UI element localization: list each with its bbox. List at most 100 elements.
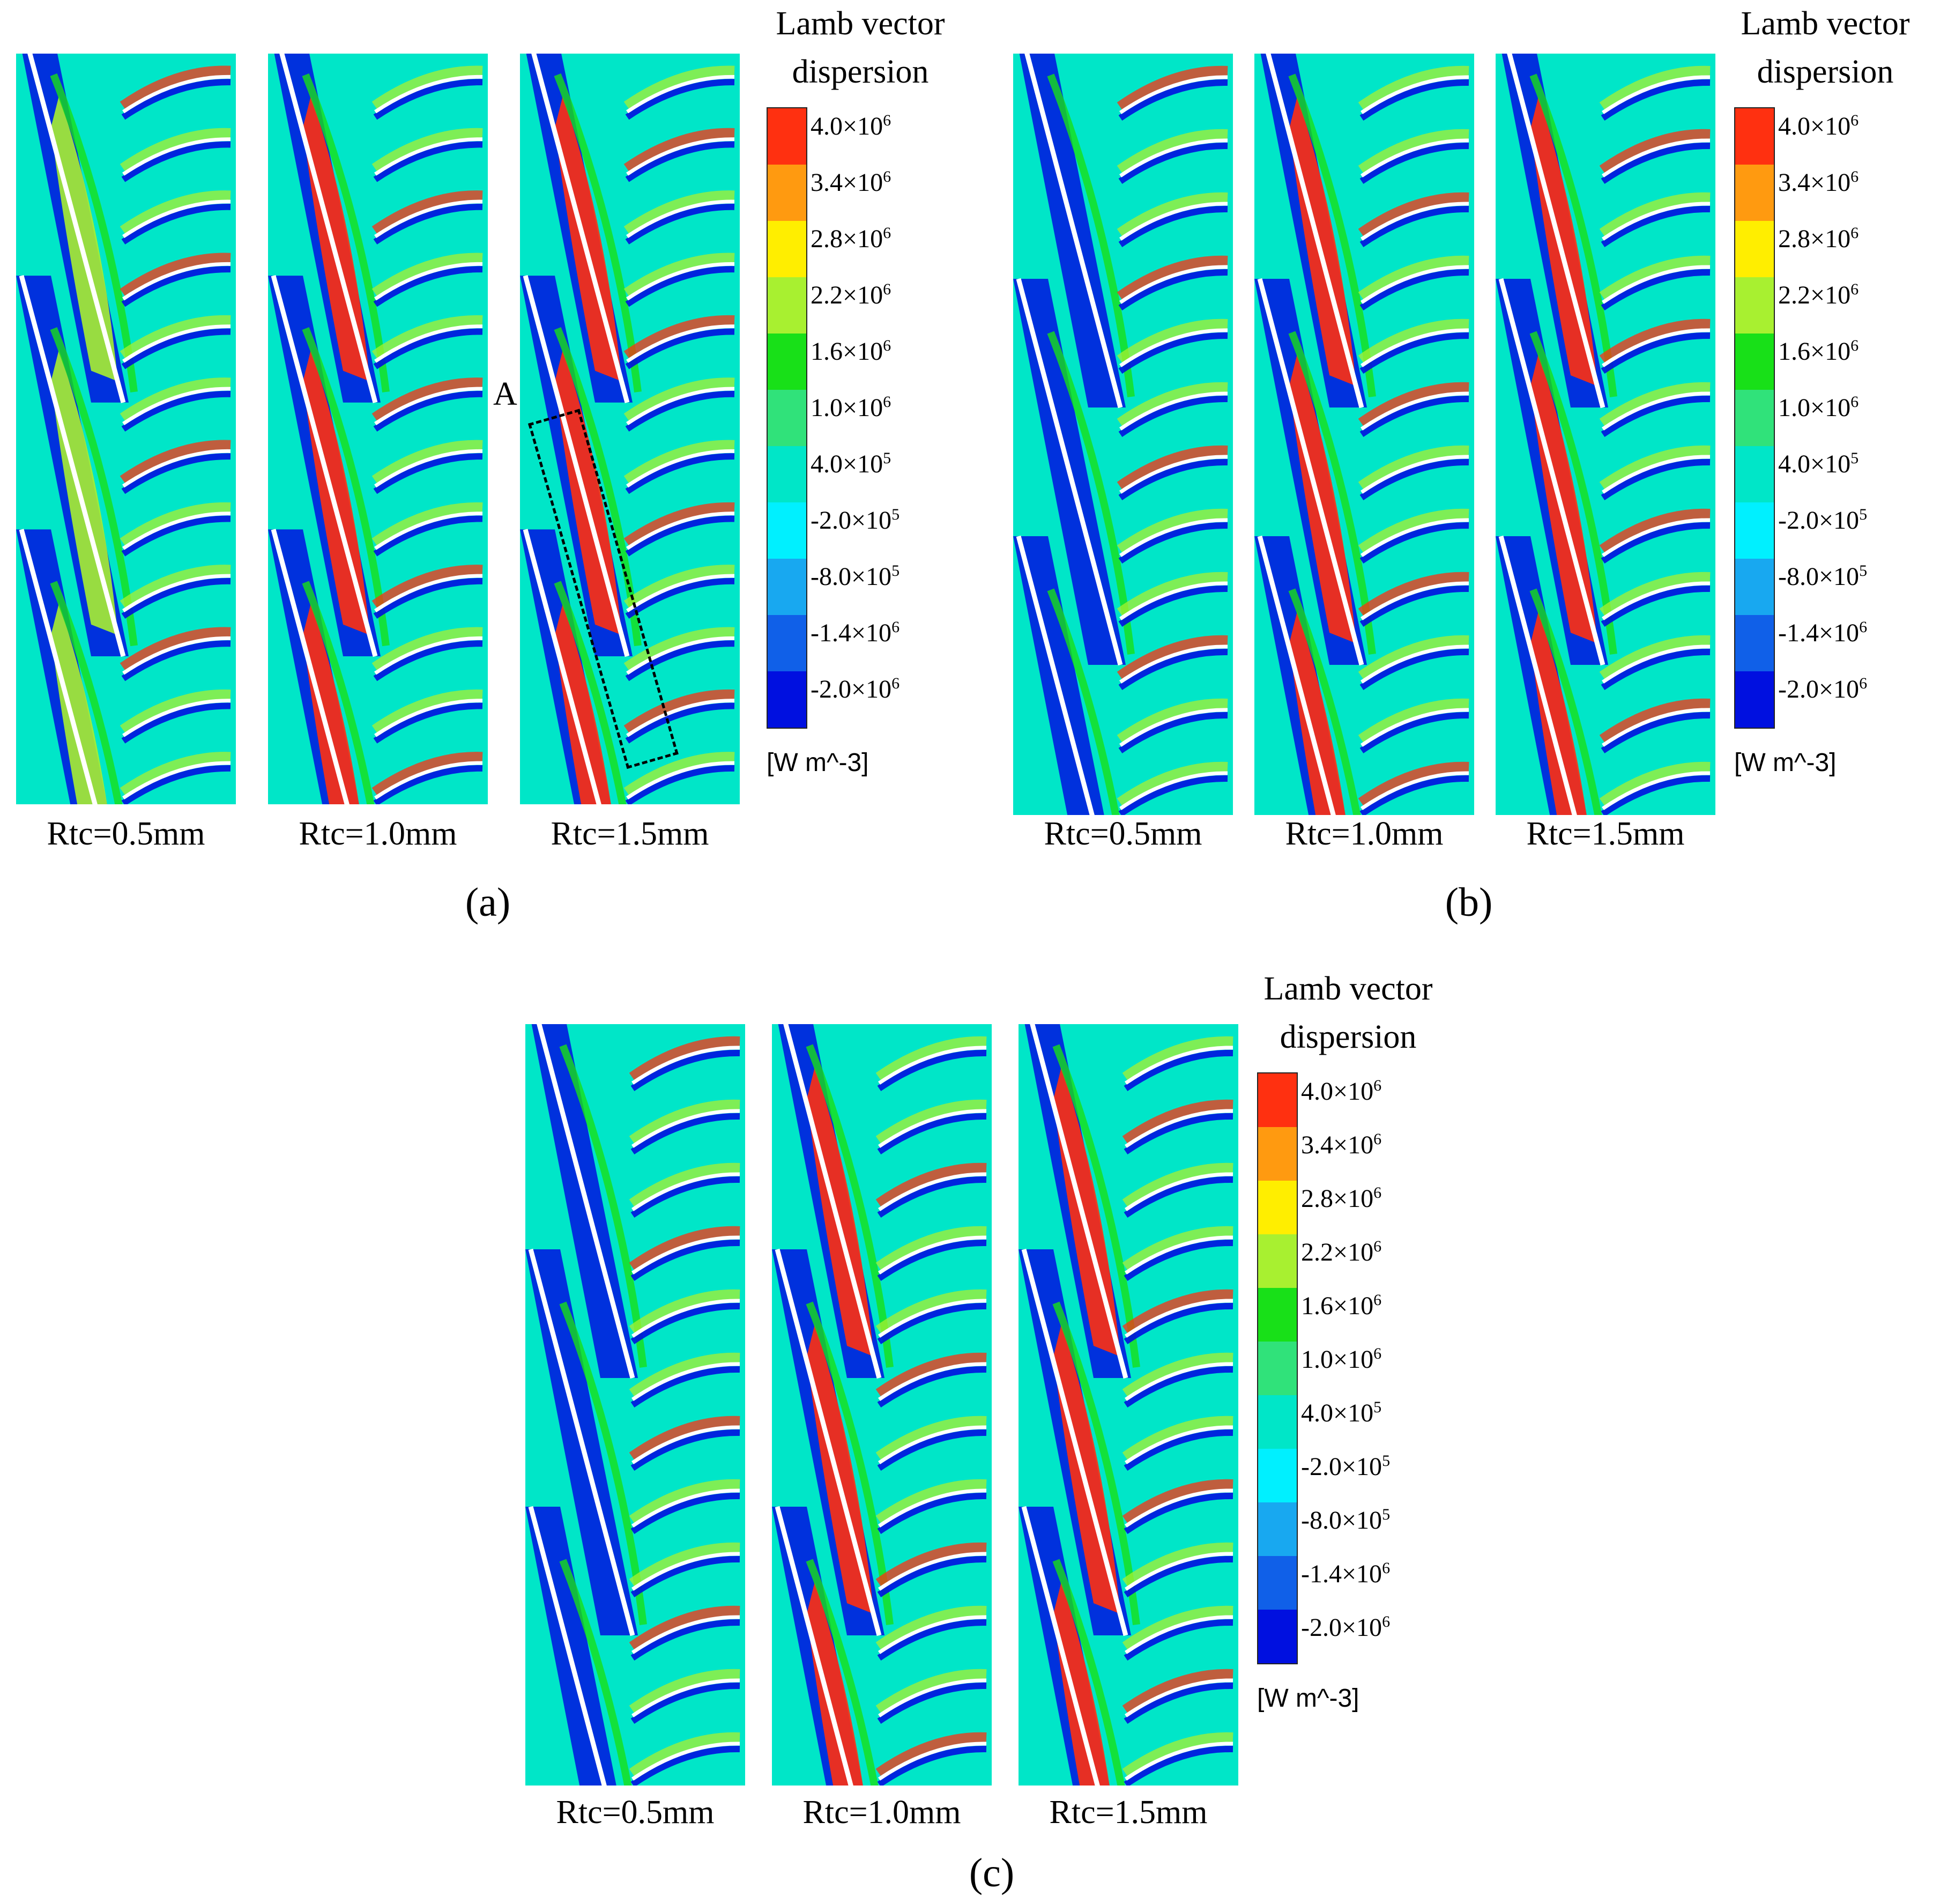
rotor-blade bbox=[1125, 1046, 1233, 1085]
legend-swatch bbox=[768, 390, 806, 446]
rotor-wake-low bbox=[1124, 1619, 1233, 1661]
rotor-wake-high bbox=[1122, 1162, 1233, 1210]
rotor-wake-low bbox=[877, 1492, 987, 1534]
rotor-wake-low bbox=[1124, 1113, 1233, 1154]
vortex-high-region bbox=[807, 1067, 874, 1357]
region-a-label: A bbox=[493, 376, 517, 412]
rotor-wake-low bbox=[1118, 775, 1228, 815]
rotor-wake-high bbox=[120, 315, 231, 361]
legend-tick-label: -2.0×105 bbox=[1778, 506, 1868, 535]
legend-swatch bbox=[1735, 446, 1774, 502]
rotor-wake-high bbox=[120, 689, 231, 735]
legend-tick-label: 2.2×106 bbox=[811, 280, 891, 309]
vortex-shell bbox=[1288, 588, 1361, 815]
contour-field bbox=[268, 54, 488, 804]
contour-field bbox=[520, 54, 740, 804]
legend-color-bar bbox=[767, 107, 807, 729]
legend-tick-label: 2.8×106 bbox=[1778, 224, 1859, 253]
rotor-wake-low bbox=[373, 328, 483, 369]
rotor-blade bbox=[374, 137, 483, 176]
legend-tick-label: 1.6×106 bbox=[1778, 337, 1859, 366]
rotor-wake-high bbox=[1599, 382, 1711, 429]
rotor-wake-low bbox=[373, 515, 483, 557]
rotor-wake-low bbox=[121, 141, 231, 182]
rotor-wake-high bbox=[1358, 572, 1469, 619]
rotor-blade bbox=[1125, 1362, 1233, 1401]
rotor-wake-high bbox=[371, 440, 483, 486]
rotor-blade bbox=[122, 75, 231, 114]
rotor-blade bbox=[631, 1235, 740, 1275]
rotor-blade bbox=[1361, 455, 1469, 494]
rotor-wake-high bbox=[1599, 572, 1711, 619]
legend-swatch bbox=[1735, 559, 1774, 615]
legend-tick-label: 4.0×105 bbox=[1778, 449, 1859, 478]
vortex-high-region bbox=[555, 350, 622, 635]
legend-tick-label: 2.8×106 bbox=[811, 224, 891, 253]
rotor-wake-low bbox=[1124, 1429, 1233, 1471]
rotor-wake-low bbox=[373, 79, 483, 120]
vortex-high-region bbox=[1289, 611, 1346, 815]
rotor-wake-high bbox=[371, 627, 483, 673]
rotor-blade bbox=[374, 449, 483, 488]
rotor-blade bbox=[374, 636, 483, 675]
legend-tick-label: 1.6×106 bbox=[1301, 1291, 1382, 1320]
rotor-wake-low bbox=[877, 1555, 987, 1597]
vortex-shell bbox=[1288, 73, 1376, 397]
rotor-wake-low bbox=[1601, 458, 1711, 500]
rotor-blade bbox=[878, 1299, 987, 1338]
rotor-blade bbox=[631, 1552, 740, 1591]
rotor-wake-high bbox=[371, 190, 483, 236]
contour-field bbox=[16, 54, 236, 804]
rotor-wake-high bbox=[1599, 318, 1711, 366]
rotor-wake-high bbox=[1599, 129, 1711, 176]
legend-swatch bbox=[1735, 221, 1774, 277]
rotor-wake-high bbox=[120, 128, 231, 174]
rotor-wake-low bbox=[625, 453, 735, 494]
vortex-high-region bbox=[303, 95, 370, 382]
rotor-wake-low bbox=[625, 515, 735, 557]
rotor-blade bbox=[626, 761, 735, 800]
rotor-wake-high bbox=[1599, 192, 1711, 239]
rotor-wake-high bbox=[623, 377, 735, 424]
rotor-wake-low bbox=[1601, 712, 1711, 753]
rotor-wake-high bbox=[1358, 508, 1469, 555]
rotor-blade bbox=[1125, 1615, 1233, 1654]
rotor-blade bbox=[1125, 1172, 1233, 1211]
rotor-wake-high bbox=[371, 752, 483, 798]
rotor-wake-high bbox=[1599, 255, 1711, 302]
vortex-high-region bbox=[51, 95, 118, 382]
rotor-blade bbox=[1361, 138, 1469, 177]
rotor-blade bbox=[122, 574, 231, 613]
contour-plot-a-rtc-0-5 bbox=[16, 54, 236, 804]
rotor-wake-high bbox=[875, 1352, 987, 1399]
rotor-blade bbox=[631, 1299, 740, 1338]
rotor-blade bbox=[122, 199, 231, 238]
rotor-wake-high bbox=[623, 253, 735, 299]
rotor-wake-high bbox=[371, 253, 483, 299]
rotor-blade bbox=[1602, 581, 1711, 620]
vortex-high-region bbox=[1053, 1067, 1120, 1357]
rotor-wake-low bbox=[373, 640, 483, 681]
legend-tick-label: 1.0×106 bbox=[1778, 393, 1859, 422]
stator-blade bbox=[1257, 278, 1364, 666]
rotor-blade bbox=[626, 262, 735, 301]
rotor-wake-high bbox=[875, 1605, 987, 1653]
rotor-wake-high bbox=[1599, 445, 1711, 492]
rotor-wake-high bbox=[629, 1352, 740, 1399]
rotor-wake-high bbox=[371, 689, 483, 735]
rotor-wake-low bbox=[877, 1239, 987, 1281]
legend-tick-label: 1.0×106 bbox=[811, 393, 891, 422]
rotor-wake-high bbox=[120, 253, 231, 299]
rotor-wake-high bbox=[1122, 1669, 1233, 1716]
rotor-blade bbox=[1361, 708, 1469, 747]
rotor-blade bbox=[626, 137, 735, 176]
rotor-wake-low bbox=[121, 328, 231, 369]
rotor-wake-high bbox=[1599, 508, 1711, 555]
rotor-wake-high bbox=[623, 65, 735, 112]
legend-swatch bbox=[768, 165, 806, 221]
rotor-blade bbox=[1361, 581, 1469, 620]
legend-title-line2: dispersion bbox=[1757, 53, 1894, 90]
rotor-wake-low bbox=[1359, 458, 1469, 500]
rotor-wake-low bbox=[1601, 395, 1711, 437]
vortex-high-region bbox=[807, 1582, 863, 1786]
